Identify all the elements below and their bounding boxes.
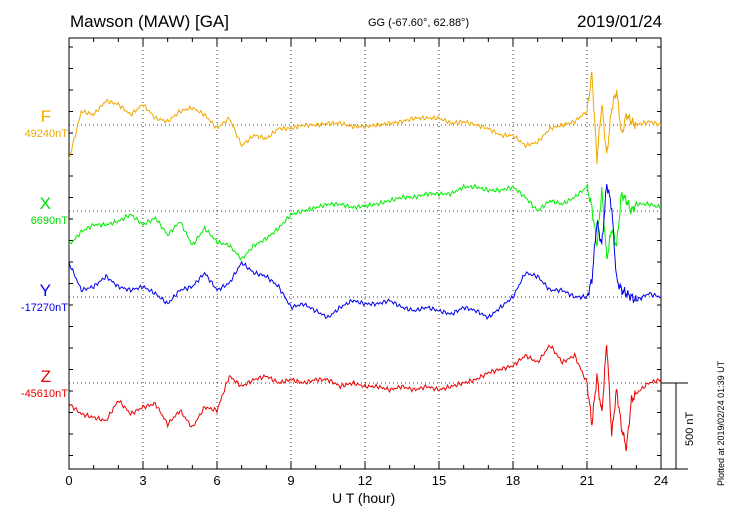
x-axis-label: U T (hour)	[332, 490, 396, 506]
x-tick-label-9: 9	[287, 473, 295, 488]
channel-baseline-x: 6690nT	[30, 215, 68, 227]
trace-group	[68, 71, 662, 452]
trace-f	[68, 71, 662, 165]
channel-baseline-z: -45610nT	[20, 388, 68, 400]
station-title: Mawson (MAW) [GA]	[70, 12, 229, 31]
date-label: 2019/01/24	[577, 12, 663, 31]
x-tick-label-3: 3	[139, 473, 147, 488]
x-tick-label-24: 24	[653, 473, 669, 488]
geographic-coords: GG (-67.60°, 62.88°)	[368, 17, 470, 29]
channel-baseline-y: -17270nT	[20, 302, 68, 314]
x-tick-label-21: 21	[579, 473, 595, 488]
x-tick-label-12: 12	[357, 473, 373, 488]
x-tick-label-0: 0	[65, 473, 73, 488]
scale-bar-label: 500 nT	[684, 411, 696, 446]
channel-label-f: F	[40, 107, 51, 126]
axis-ticks	[68, 38, 662, 469]
plotted-timestamp: Plotted at 2019/02/24 01:39 UT	[716, 360, 726, 486]
trace-y	[68, 184, 662, 320]
trace-x	[68, 183, 662, 261]
channel-label-y: Y	[39, 281, 51, 300]
scale-bar	[661, 382, 688, 470]
channel-label-z: Z	[40, 367, 51, 386]
x-tick-label-18: 18	[505, 473, 521, 488]
grid-lines	[69, 38, 661, 469]
x-tick-label-15: 15	[431, 473, 447, 488]
channel-baseline-f: 49240nT	[24, 128, 68, 140]
channel-label-x: X	[39, 194, 51, 213]
trace-z	[68, 344, 662, 452]
x-tick-label-6: 6	[213, 473, 221, 488]
